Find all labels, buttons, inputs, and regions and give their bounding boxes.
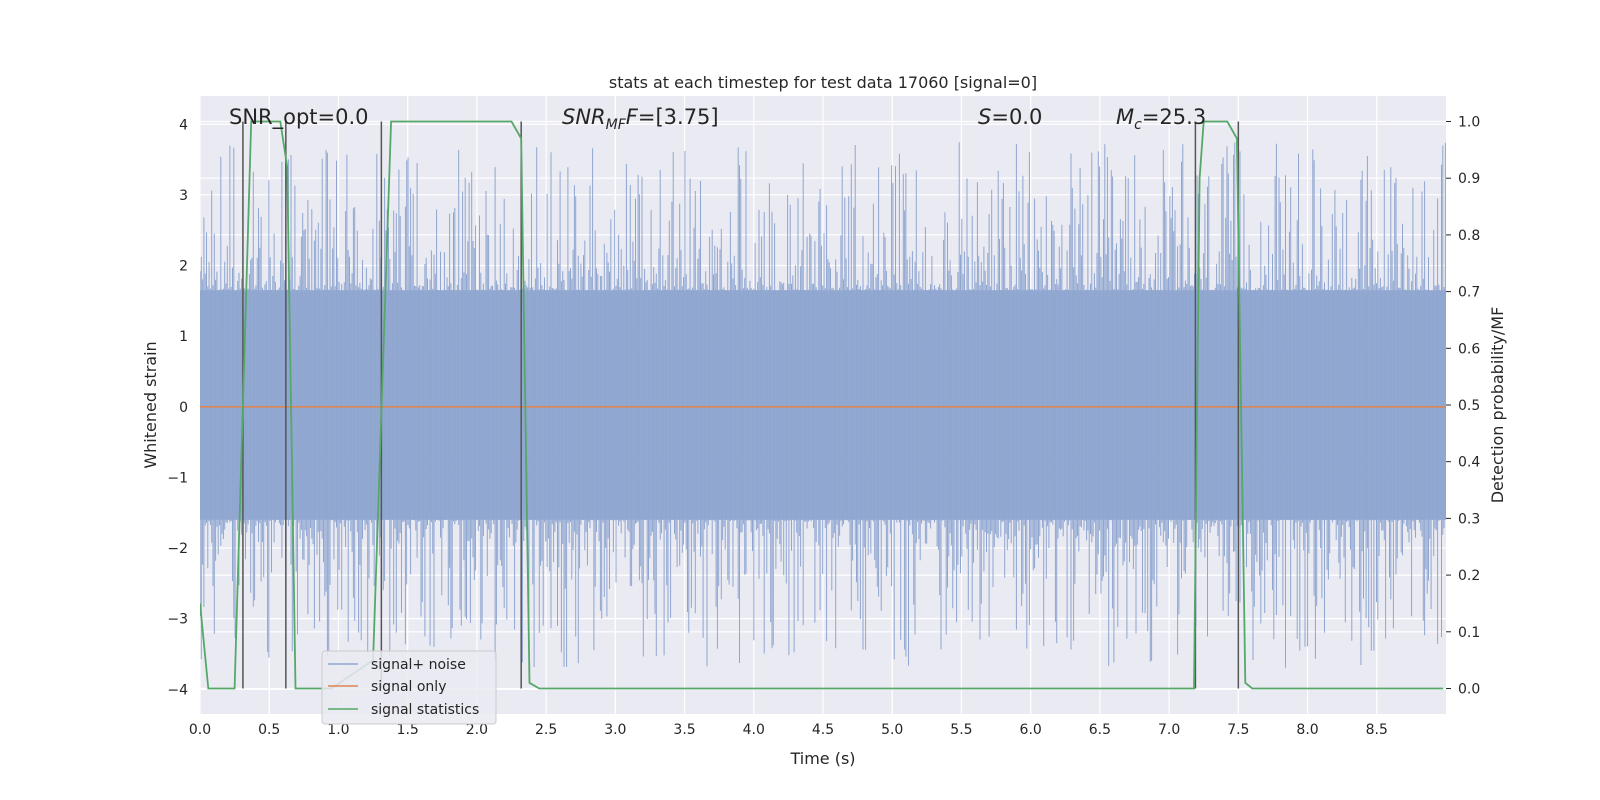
legend: signal+ noise signal only signal statist… xyxy=(321,650,497,725)
y-tick-label: 4 xyxy=(179,117,188,133)
y2-tick-label: 1.0 xyxy=(1458,115,1480,131)
x-tick-label: 2.0 xyxy=(466,722,488,738)
x-tick-label: 7.5 xyxy=(1227,722,1249,738)
legend-label-signal-noise: signal+ noise xyxy=(371,657,466,673)
legend-label-signal-statistics: signal statistics xyxy=(371,702,479,718)
x-tick-label: 6.5 xyxy=(1089,722,1111,738)
x-tick-label: 8.0 xyxy=(1296,722,1318,738)
x-tick-label: 6.0 xyxy=(1020,722,1042,738)
x-tick-labels: 0.0 0.5 1.0 1.5 2.0 2.5 3.0 3.5 4.0 4.5 5.0 5.5 6.0 6… xyxy=(189,722,1388,738)
y2-tick-label: 0.4 xyxy=(1458,455,1480,471)
annotation-snr-mf-f: F xyxy=(626,105,639,129)
signal-statistics-line xyxy=(200,120,1444,690)
chart-title: stats at each timestep for test data 170… xyxy=(609,73,1037,92)
x-tick-label: 2.5 xyxy=(535,722,557,738)
x-tick-label: 5.0 xyxy=(881,722,903,738)
y2-tick-label: 0.5 xyxy=(1458,398,1480,414)
annotation-s-main: S xyxy=(978,105,991,129)
x-tick-label: 3.0 xyxy=(604,722,626,738)
annotation-mc-sub: c xyxy=(1134,117,1142,133)
legend-box xyxy=(321,650,497,725)
x-axis-label: Time (s) xyxy=(789,749,855,768)
y2-tick-label: 0.2 xyxy=(1458,568,1480,584)
y-axis-label: Whitened strain xyxy=(141,341,160,468)
y2-tick-label: 0.1 xyxy=(1458,625,1480,641)
y2-tick-label: 0.7 xyxy=(1458,285,1480,301)
y2-tick-label: 0.3 xyxy=(1458,511,1480,527)
y-tick-label: −3 xyxy=(167,612,188,628)
x-tick-label: 8.5 xyxy=(1366,722,1388,738)
y-tick-label: 1 xyxy=(179,329,188,345)
x-tick-label: 0.0 xyxy=(189,722,211,738)
annotation-mc: Mc=25.3 xyxy=(1116,105,1206,133)
y-tick-label: −1 xyxy=(167,470,188,486)
y2-tick-label: 0.6 xyxy=(1458,341,1480,357)
annotation-snr-opt: SNR_opt=0.0 xyxy=(229,105,369,130)
x-tick-label: 5.5 xyxy=(950,722,972,738)
annotation-snr-mf-main: SNR xyxy=(562,105,606,129)
y-tick-label: 3 xyxy=(179,188,188,204)
y-tick-label: 0 xyxy=(179,400,188,416)
annotation-s-value: =0.0 xyxy=(991,105,1042,129)
y2-tick-labels: 1.0 0.9 0.8 0.7 0.6 0.5 0.4 0.3 0.2 0.1 0.0 xyxy=(1446,115,1480,697)
legend-label-signal-only: signal only xyxy=(371,679,446,695)
x-tick-label: 3.5 xyxy=(673,722,695,738)
y-tick-label: −4 xyxy=(167,682,188,698)
y-tick-label: −2 xyxy=(167,541,188,557)
annotation-snr-mf-sub: MF xyxy=(606,117,627,133)
x-tick-label: 1.5 xyxy=(397,722,419,738)
annotation-s: S=0.0 xyxy=(978,105,1042,129)
y2-tick-label: 0.0 xyxy=(1458,681,1480,697)
x-tick-label: 0.5 xyxy=(258,722,280,738)
y-tick-labels: 4 3 2 1 0 −1 −2 −3 −4 xyxy=(167,117,188,698)
y2-tick-label: 0.8 xyxy=(1458,228,1480,244)
series-signal-statistics xyxy=(200,120,1444,690)
annotation-mc-value: =25.3 xyxy=(1142,105,1206,129)
y2-tick-label: 0.9 xyxy=(1458,171,1480,187)
y-tick-label: 2 xyxy=(179,259,188,275)
annotation-snr-mf: SNRMFF=[3.75] xyxy=(562,105,719,133)
x-tick-label: 7.0 xyxy=(1158,722,1180,738)
x-tick-label: 1.0 xyxy=(327,722,349,738)
annotation-snr-mf-value: =[3.75] xyxy=(638,105,719,129)
annotation-mc-main: M xyxy=(1116,105,1134,129)
x-tick-label: 4.0 xyxy=(743,722,765,738)
x-tick-label: 4.5 xyxy=(812,722,834,738)
y2-axis-label: Detection probability/MF xyxy=(1488,307,1507,504)
noise-spikes xyxy=(200,142,1446,668)
